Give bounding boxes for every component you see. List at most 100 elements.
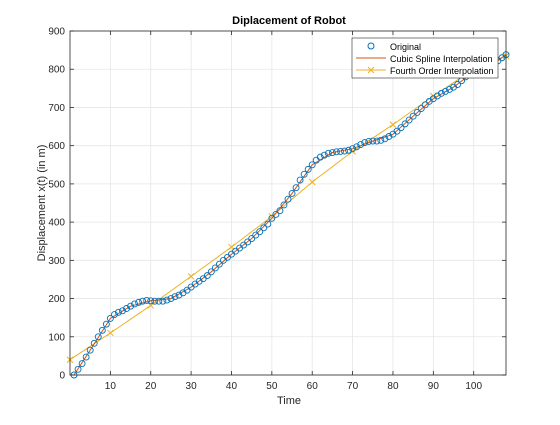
original-data-point — [345, 146, 353, 154]
original-data-point — [256, 228, 264, 236]
original-data-point — [106, 314, 114, 322]
original-data-point — [454, 81, 462, 88]
legend-x-marker-fourth-order — [367, 66, 375, 74]
original-data-point — [332, 148, 340, 156]
x-tick-label: 10 — [105, 381, 117, 392]
chart-title: Diplacement of Robot — [232, 15, 346, 27]
original-data-point — [441, 87, 449, 95]
original-data-point — [127, 302, 135, 310]
original-data-point — [135, 298, 143, 306]
original-data-point — [413, 108, 421, 116]
original-data-point — [369, 137, 377, 145]
y-axis-label: Displacement x(t) (in m) — [36, 145, 48, 262]
x-tick-label: 50 — [266, 381, 278, 392]
y-tick-label: 400 — [48, 218, 65, 229]
original-data-point — [421, 101, 429, 109]
x-tick-label: 40 — [226, 381, 238, 392]
x-axis-label: Time — [277, 395, 301, 407]
original-data-point — [272, 211, 280, 218]
legend-marker-original — [367, 42, 375, 50]
legend-label-original: Original — [390, 42, 421, 52]
original-data-point — [207, 268, 215, 276]
original-data-point — [102, 320, 110, 328]
original-data-point — [119, 307, 126, 315]
original-data-point — [381, 135, 389, 143]
y-tick-label: 100 — [48, 332, 65, 343]
original-data-point — [248, 235, 256, 242]
original-data-point — [252, 231, 260, 239]
original-data-point — [151, 297, 159, 305]
original-data-point — [215, 260, 223, 268]
original-data-point — [288, 189, 296, 197]
x-tick-label: 100 — [465, 381, 482, 392]
original-data-point — [385, 133, 393, 140]
original-data-point — [94, 333, 102, 341]
original-data-point — [171, 293, 179, 301]
x-tick-label: 30 — [186, 381, 198, 392]
original-data-point — [276, 207, 284, 215]
original-data-point — [357, 141, 365, 148]
original-data-point — [260, 224, 268, 232]
legend-label-spline: Cubic Spline Interpolation — [390, 54, 493, 64]
fourth-order-point — [187, 273, 195, 280]
original-data-point — [114, 308, 122, 316]
original-data-point — [409, 112, 417, 120]
y-tick-label: 300 — [48, 256, 65, 267]
fourth-order-point — [308, 178, 316, 186]
original-data-point — [163, 296, 171, 304]
original-data-point — [401, 120, 409, 128]
original-data-point — [316, 153, 324, 161]
y-tick-label: 200 — [48, 294, 65, 305]
original-data-point — [123, 305, 130, 312]
original-data-point — [155, 297, 163, 305]
original-data-point — [74, 365, 82, 373]
original-data-point — [349, 145, 357, 153]
series-fourth-order-line — [69, 55, 507, 361]
original-data-point — [264, 220, 272, 228]
original-data-point — [304, 165, 312, 173]
ticks: 10 20 30 40 50 60 70 80 90 100 0 100 200 300 400 500 600… — [48, 27, 506, 392]
original-data-point — [417, 105, 425, 113]
original-data-point — [78, 360, 86, 367]
original-data-point — [328, 149, 336, 156]
original-data-point — [292, 184, 300, 192]
original-data-point — [159, 297, 167, 305]
original-data-point — [167, 295, 175, 303]
original-data-point — [211, 264, 219, 272]
original-data-point — [341, 147, 348, 155]
original-data-point — [337, 147, 344, 155]
original-data-point — [147, 297, 155, 305]
original-data-point — [377, 136, 385, 144]
original-data-point — [90, 339, 98, 347]
original-data-point — [82, 353, 90, 361]
fourth-order-point — [268, 213, 276, 220]
original-data-point — [284, 195, 292, 203]
original-data-point — [244, 238, 252, 246]
original-data-point — [296, 176, 304, 184]
original-data-point — [300, 170, 308, 178]
original-data-point — [437, 89, 445, 97]
original-data-point — [110, 311, 118, 319]
original-data-point — [268, 214, 276, 222]
original-data-point — [397, 124, 405, 132]
y-tick-label: 700 — [48, 103, 65, 114]
original-data-point — [393, 127, 401, 135]
original-data-point — [365, 138, 373, 145]
original-data-point — [280, 201, 288, 209]
x-tick-label: 70 — [347, 381, 359, 392]
x-tick-label: 80 — [387, 381, 399, 392]
original-data-point — [86, 346, 94, 354]
x-tick-label: 60 — [307, 381, 319, 392]
legend: Original Cubic Spline Interpolation Four… — [351, 37, 499, 79]
x-tick-label: 20 — [145, 381, 157, 392]
original-data-point — [320, 151, 328, 159]
y-tick-label: 900 — [48, 27, 65, 38]
original-data-point — [139, 297, 147, 305]
original-data-point — [353, 143, 361, 151]
original-data-point — [131, 300, 139, 308]
fourth-order-point — [389, 121, 397, 128]
original-data-point — [405, 116, 413, 124]
x-tick-label: 90 — [428, 381, 440, 392]
original-data-point — [308, 161, 316, 169]
